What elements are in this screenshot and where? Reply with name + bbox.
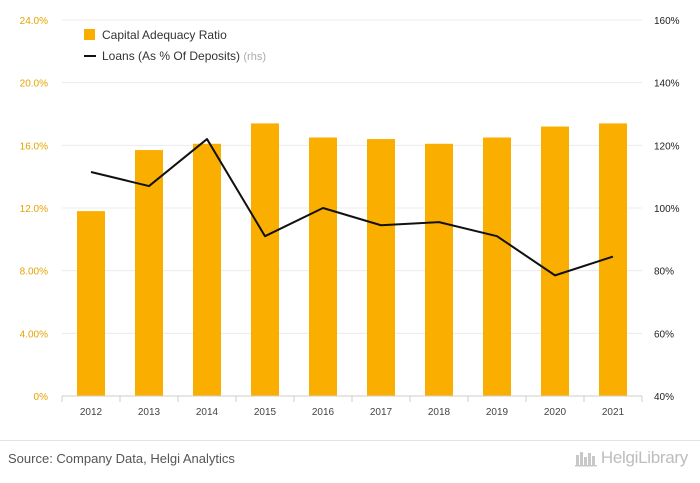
right-tick-label: 40%: [654, 392, 674, 403]
bar: [367, 139, 395, 397]
x-tick-label: 2020: [544, 407, 567, 418]
right-tick-label: 120%: [654, 141, 680, 152]
brand-logo[interactable]: HelgiLibrary: [574, 448, 688, 468]
legend-rhs-note: (rhs): [243, 51, 266, 63]
x-tick-label: 2013: [138, 407, 161, 418]
bar: [135, 150, 163, 396]
legend-line-label: Loans (As % Of Deposits) (rhs): [102, 49, 266, 63]
legend-bar-label: Capital Adequacy Ratio: [102, 28, 227, 42]
loans-line: [90, 138, 614, 277]
right-tick-label: 140%: [654, 79, 680, 90]
right-tick-label: 80%: [654, 267, 674, 278]
chart: 2012 2013 2014 2015 2016 2017 2018 2019 2020 2021…: [20, 16, 680, 418]
left-tick-label: 16.0%: [20, 141, 48, 152]
bar-series: [77, 123, 627, 397]
left-tick-label: 4.00%: [20, 329, 48, 340]
bar: [193, 143, 221, 396]
x-tick-label: 2019: [486, 407, 509, 418]
x-tick-label: 2021: [602, 407, 625, 418]
source-note: Source: Company Data, Helgi Analytics: [8, 451, 235, 466]
x-tick-label: 2015: [254, 407, 277, 418]
left-tick-label: 24.0%: [20, 16, 48, 27]
bar: [309, 137, 337, 396]
legend: Capital Adequacy Ratio Loans (As % Of Dep…: [84, 28, 266, 63]
right-tick-label: 60%: [654, 329, 674, 340]
bar: [425, 143, 453, 396]
left-tick-label: 8.00%: [20, 267, 48, 278]
x-tick-label: 2018: [428, 407, 451, 418]
legend-bar-swatch: [84, 29, 95, 40]
brand-name: HelgiLibrary: [600, 448, 688, 467]
right-tick-label: 160%: [654, 16, 680, 27]
line-series: [90, 138, 614, 277]
left-tick-label: 12.0%: [20, 204, 48, 215]
left-tick-label: 0%: [34, 392, 49, 403]
left-axis: 0% 4.00% 8.00% 12.0% 16.0% 20.0% 24.0%: [20, 16, 48, 403]
footer: Source: Company Data, Helgi Analytics He…: [0, 440, 700, 483]
x-tick-label: 2014: [196, 407, 219, 418]
left-tick-label: 20.0%: [20, 79, 48, 90]
x-tick-label: 2016: [312, 407, 335, 418]
x-axis: 2012 2013 2014 2015 2016 2017 2018 2019 2020 2021: [61, 395, 643, 418]
bar: [77, 211, 105, 396]
right-axis: 40% 60% 80% 100% 120% 140% 160%: [654, 16, 680, 403]
bar: [483, 137, 511, 396]
x-tick-label: 2012: [80, 407, 103, 418]
library-icon: [574, 452, 597, 467]
footer-divider: [0, 440, 700, 441]
bar: [251, 123, 279, 397]
bar: [541, 126, 569, 397]
x-tick-label: 2017: [370, 407, 393, 418]
right-tick-label: 100%: [654, 204, 680, 215]
